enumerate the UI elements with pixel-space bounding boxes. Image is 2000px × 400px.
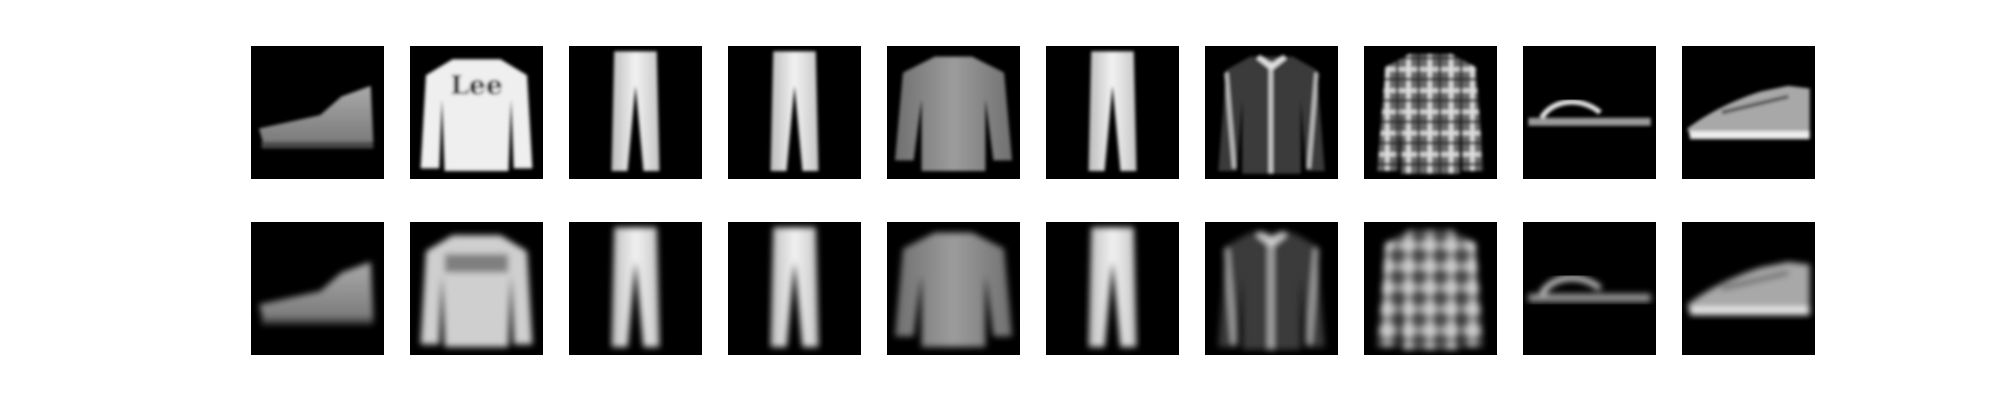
reconstructed-sneaker-image bbox=[1682, 222, 1815, 355]
reconstructed-ankle-boot-image bbox=[251, 222, 384, 355]
original-trouser-image bbox=[728, 46, 861, 179]
original-shirt-image bbox=[887, 46, 1020, 179]
reconstructed-trouser-image bbox=[1046, 222, 1179, 355]
reconstructed-trouser-image bbox=[569, 222, 702, 355]
original-sneaker-image bbox=[1682, 46, 1815, 179]
reconstructed-shirt-image bbox=[887, 222, 1020, 355]
reconstructed-coat-image bbox=[1205, 222, 1338, 355]
original-trouser-image bbox=[569, 46, 702, 179]
reconstructed-sandal-image bbox=[1523, 222, 1656, 355]
original-ankle-boot-image bbox=[251, 46, 384, 179]
original-pullover-image: Lee bbox=[410, 46, 543, 179]
original-shirt-image bbox=[1364, 46, 1497, 179]
original-coat-image bbox=[1205, 46, 1338, 179]
original-sandal-image bbox=[1523, 46, 1656, 179]
reconstructed-trouser-image bbox=[728, 222, 861, 355]
reconstructed-shirt-image bbox=[1364, 222, 1497, 355]
original-trouser-image bbox=[1046, 46, 1179, 179]
svg-text:Lee: Lee bbox=[450, 70, 503, 101]
reconstructed-pullover-image bbox=[410, 222, 543, 355]
